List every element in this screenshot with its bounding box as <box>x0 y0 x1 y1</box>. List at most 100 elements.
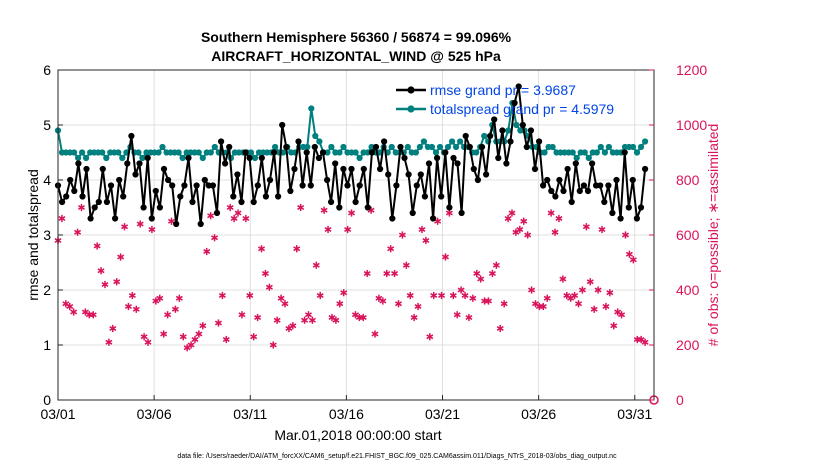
rmse-point <box>230 193 237 200</box>
totalspread-point <box>549 143 556 151</box>
obs-assimilated-marker <box>359 313 367 322</box>
totalspread-point <box>581 149 588 156</box>
totalspread-point <box>368 143 375 151</box>
obs-assimilated-marker <box>277 294 285 302</box>
rmse-point <box>112 215 119 222</box>
rmse-point <box>540 182 547 189</box>
totalspread-point <box>412 149 419 156</box>
rmse-point <box>385 171 392 178</box>
obs-assimilated-marker <box>586 278 594 286</box>
obs-assimilated-marker <box>422 236 430 245</box>
obs-assimilated-marker <box>496 324 504 333</box>
rmse-point <box>213 209 221 217</box>
obs-assimilated-marker <box>528 286 536 294</box>
totalspread-point <box>135 149 142 156</box>
y-tick-label: 1 <box>43 337 51 353</box>
obs-assimilated-marker <box>547 209 555 217</box>
obs-assimilated-marker <box>195 330 203 338</box>
rmse-point <box>434 154 441 162</box>
rmse-point <box>450 154 457 162</box>
rmse-point <box>597 182 604 189</box>
totalspread-point <box>179 154 186 162</box>
obs-assimilated-marker <box>179 333 187 341</box>
rmse-point <box>584 187 592 195</box>
totalspread-point <box>428 143 435 151</box>
x-tick-label: 03/31 <box>617 406 652 422</box>
totalspread-point <box>83 154 90 162</box>
obs-assimilated-marker <box>175 294 183 302</box>
rmse-point <box>401 154 408 162</box>
rmse-point <box>79 193 86 200</box>
obs-assimilated-marker <box>297 203 305 212</box>
rmse-point <box>95 198 102 206</box>
totalspread-point <box>175 149 182 156</box>
totalspread-point <box>569 149 576 156</box>
rmse-point <box>507 138 514 145</box>
rmse-point <box>483 171 490 178</box>
obs-assimilated-marker <box>575 300 583 308</box>
obs-assimilated-marker <box>164 311 172 319</box>
rmse-point <box>136 160 143 167</box>
obs-assimilated-marker <box>383 269 391 278</box>
obs-assimilated-marker <box>234 209 242 217</box>
obs-assimilated-marker <box>629 256 637 264</box>
rmse-point <box>218 138 225 145</box>
obs-assimilated-marker <box>543 294 551 302</box>
rmse-point <box>625 204 632 211</box>
rmse-point <box>295 138 302 145</box>
rmse-point <box>442 149 449 156</box>
totalspread-point <box>304 143 311 151</box>
totalspread-point <box>436 143 444 151</box>
totalspread-point <box>605 143 613 151</box>
legend-rmse-marker <box>407 86 415 94</box>
totalspread-point <box>352 149 359 156</box>
rmse-point <box>222 160 229 167</box>
rmse-point <box>75 160 82 167</box>
obs-assimilated-marker <box>625 250 633 258</box>
totalspread-point <box>364 149 371 156</box>
obs-assimilated-marker <box>199 322 207 330</box>
obs-assimilated-marker <box>371 330 379 338</box>
rmse-point <box>234 171 241 178</box>
rmse-point <box>613 176 620 184</box>
rmse-point <box>491 116 498 123</box>
rmse-point <box>87 215 94 222</box>
rmse-point <box>91 204 98 211</box>
rmse-point <box>381 138 388 145</box>
y2-tick-label: 400 <box>676 282 700 298</box>
obs-assimilated-marker <box>391 269 399 278</box>
rmse-point <box>185 154 192 162</box>
totalspread-point <box>207 149 214 156</box>
rmse-point <box>364 204 371 211</box>
rmse-point <box>124 160 131 167</box>
obs-assimilated-marker <box>590 305 598 313</box>
totalspread-point <box>115 149 122 156</box>
obs-assimilated-marker <box>58 214 66 223</box>
totalspread-point <box>155 149 162 156</box>
rmse-point <box>377 165 384 173</box>
totalspread-point <box>119 154 126 162</box>
rmse-point <box>275 193 282 200</box>
y-tick-label: 6 <box>43 62 51 78</box>
totalspread-point <box>416 143 423 151</box>
obs-assimilated-marker <box>348 209 356 217</box>
y-tick-label: 2 <box>43 282 51 298</box>
obs-assimilated-marker <box>465 313 473 322</box>
obs-assimilated-marker <box>469 294 477 302</box>
obs-assimilated-marker <box>438 291 446 300</box>
rmse-point <box>332 160 339 167</box>
rmse-point <box>103 198 110 206</box>
obs-assimilated-marker <box>555 214 563 223</box>
rmse-point <box>633 215 641 222</box>
totalspread-point <box>211 143 218 151</box>
obs-assimilated-marker <box>441 253 449 261</box>
totalspread-point <box>195 149 202 156</box>
obs-assimilated-marker <box>312 261 320 269</box>
totalspread-point <box>505 127 512 134</box>
rmse-point <box>548 187 555 195</box>
obs-assimilated-marker <box>121 223 129 231</box>
obs-assimilated-marker <box>445 209 453 217</box>
rmse-point <box>254 182 261 189</box>
y-tick-label: 4 <box>43 172 51 188</box>
obs-assimilated-marker <box>207 212 215 220</box>
